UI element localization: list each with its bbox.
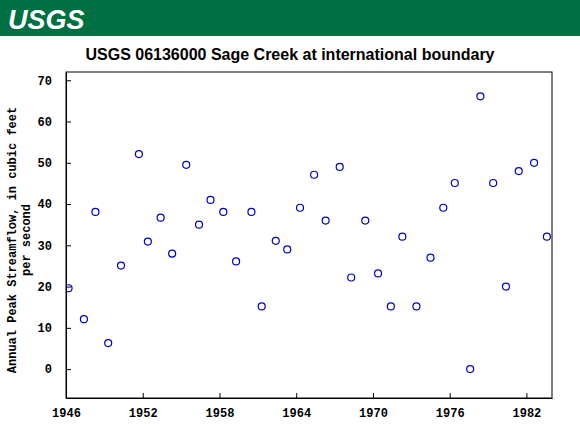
y-tick-mark [66, 80, 71, 81]
x-tick-label: 1946 [52, 407, 81, 421]
y-tick: 30 [38, 240, 71, 254]
x-tick: 1946 [52, 393, 81, 421]
y-tick-label: 20 [38, 281, 52, 295]
point [207, 196, 214, 203]
point [322, 217, 329, 224]
point [297, 204, 304, 211]
point [311, 171, 318, 178]
y-tick-mark [66, 328, 71, 329]
point [258, 303, 265, 310]
y-tick-label: 50 [38, 157, 52, 171]
y-tick-mark [66, 163, 71, 164]
point [387, 303, 394, 310]
point [183, 161, 190, 168]
point [233, 258, 240, 265]
x-tick-label: 1976 [436, 407, 465, 421]
plot-frame [66, 72, 552, 398]
y-axis-title: Annual Peak Streamflow, in cubic feetper… [6, 107, 34, 373]
x-tick-mark [296, 393, 297, 398]
x-tick-mark [373, 393, 374, 398]
x-tick-label: 1964 [282, 407, 311, 421]
y-axis-line [66, 73, 67, 399]
x-tick-label: 1982 [513, 407, 542, 421]
point [543, 233, 550, 240]
y-tick: 70 [38, 75, 71, 89]
y-tick-mark [66, 204, 71, 205]
point [105, 340, 112, 347]
point [451, 180, 458, 187]
y-tick-label: 70 [38, 75, 52, 89]
x-tick-label: 1958 [206, 407, 235, 421]
point [92, 208, 99, 215]
point [135, 151, 142, 158]
y-tick-mark [66, 369, 71, 370]
point [427, 254, 434, 261]
point [531, 159, 538, 166]
point [248, 208, 255, 215]
point [348, 274, 355, 281]
title: USGS 06136000 Sage Creek at internationa… [85, 46, 494, 63]
x-tick-mark [66, 393, 67, 398]
point [362, 217, 369, 224]
x-tick-mark [526, 393, 527, 398]
y-tick: 0 [45, 363, 71, 377]
point [169, 250, 176, 257]
point [490, 180, 497, 187]
point [144, 238, 151, 245]
point [284, 246, 291, 253]
point [413, 303, 420, 310]
x-tick: 1958 [206, 393, 235, 421]
logo: USGS [8, 5, 85, 35]
x-tick-mark [219, 393, 220, 398]
point [467, 366, 474, 373]
y-tick-label: 0 [45, 363, 52, 377]
points [66, 93, 550, 373]
y-tick: 20 [38, 281, 71, 295]
y-tick-label: 40 [38, 198, 52, 212]
point [477, 93, 484, 100]
chart: USGSUSGS 06136000 Sage Creek at internat… [0, 0, 580, 430]
header-banner [0, 0, 580, 36]
y-tick-label: 10 [38, 322, 52, 336]
y-tick-mark [66, 245, 71, 246]
x-tick: 1970 [359, 393, 388, 421]
point [336, 163, 343, 170]
x-tick: 1964 [282, 393, 311, 421]
y-tick: 10 [38, 322, 71, 336]
point [399, 233, 406, 240]
y-tick-mark [66, 287, 71, 288]
y-axis: 0 10 20 30 40 50 60 70 [38, 73, 71, 399]
y-tick: 40 [38, 198, 71, 212]
x-tick: 1982 [513, 393, 542, 421]
point [66, 285, 72, 292]
point [515, 168, 522, 175]
point [196, 221, 203, 228]
x-tick-mark [143, 393, 144, 398]
point [220, 208, 227, 215]
point [117, 262, 124, 269]
x-tick: 1952 [129, 393, 158, 421]
x-tick-label: 1952 [129, 407, 158, 421]
x-tick: 1976 [436, 393, 465, 421]
point [80, 316, 87, 323]
point [375, 270, 382, 277]
x-tick-mark [450, 393, 451, 398]
y-tick: 50 [38, 157, 71, 171]
y-tick: 60 [38, 116, 71, 130]
point [272, 237, 279, 244]
y-tick-label: 60 [38, 116, 52, 130]
point [440, 204, 447, 211]
x-tick-label: 1970 [359, 407, 388, 421]
point [502, 283, 509, 290]
point [157, 214, 164, 221]
x-axis-line [67, 398, 553, 399]
y-tick-label: 30 [38, 240, 52, 254]
y-tick-mark [66, 122, 71, 123]
x-axis: 1946 1952 1958 1964 1970 1976 1982 [52, 393, 552, 421]
